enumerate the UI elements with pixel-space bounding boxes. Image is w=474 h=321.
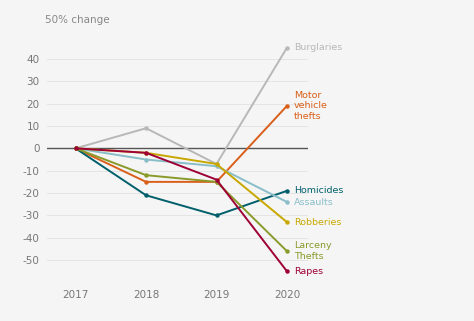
Text: 50% change: 50% change — [45, 14, 109, 25]
Text: Motor
vehicle
thefts: Motor vehicle thefts — [294, 91, 328, 121]
Text: Burglaries: Burglaries — [294, 43, 342, 52]
Text: Robberies: Robberies — [294, 218, 341, 227]
Text: Rapes: Rapes — [294, 267, 323, 276]
Text: Larceny
Thefts: Larceny Thefts — [294, 241, 331, 261]
Text: Assaults: Assaults — [294, 197, 334, 206]
Text: Homicides: Homicides — [294, 186, 343, 195]
